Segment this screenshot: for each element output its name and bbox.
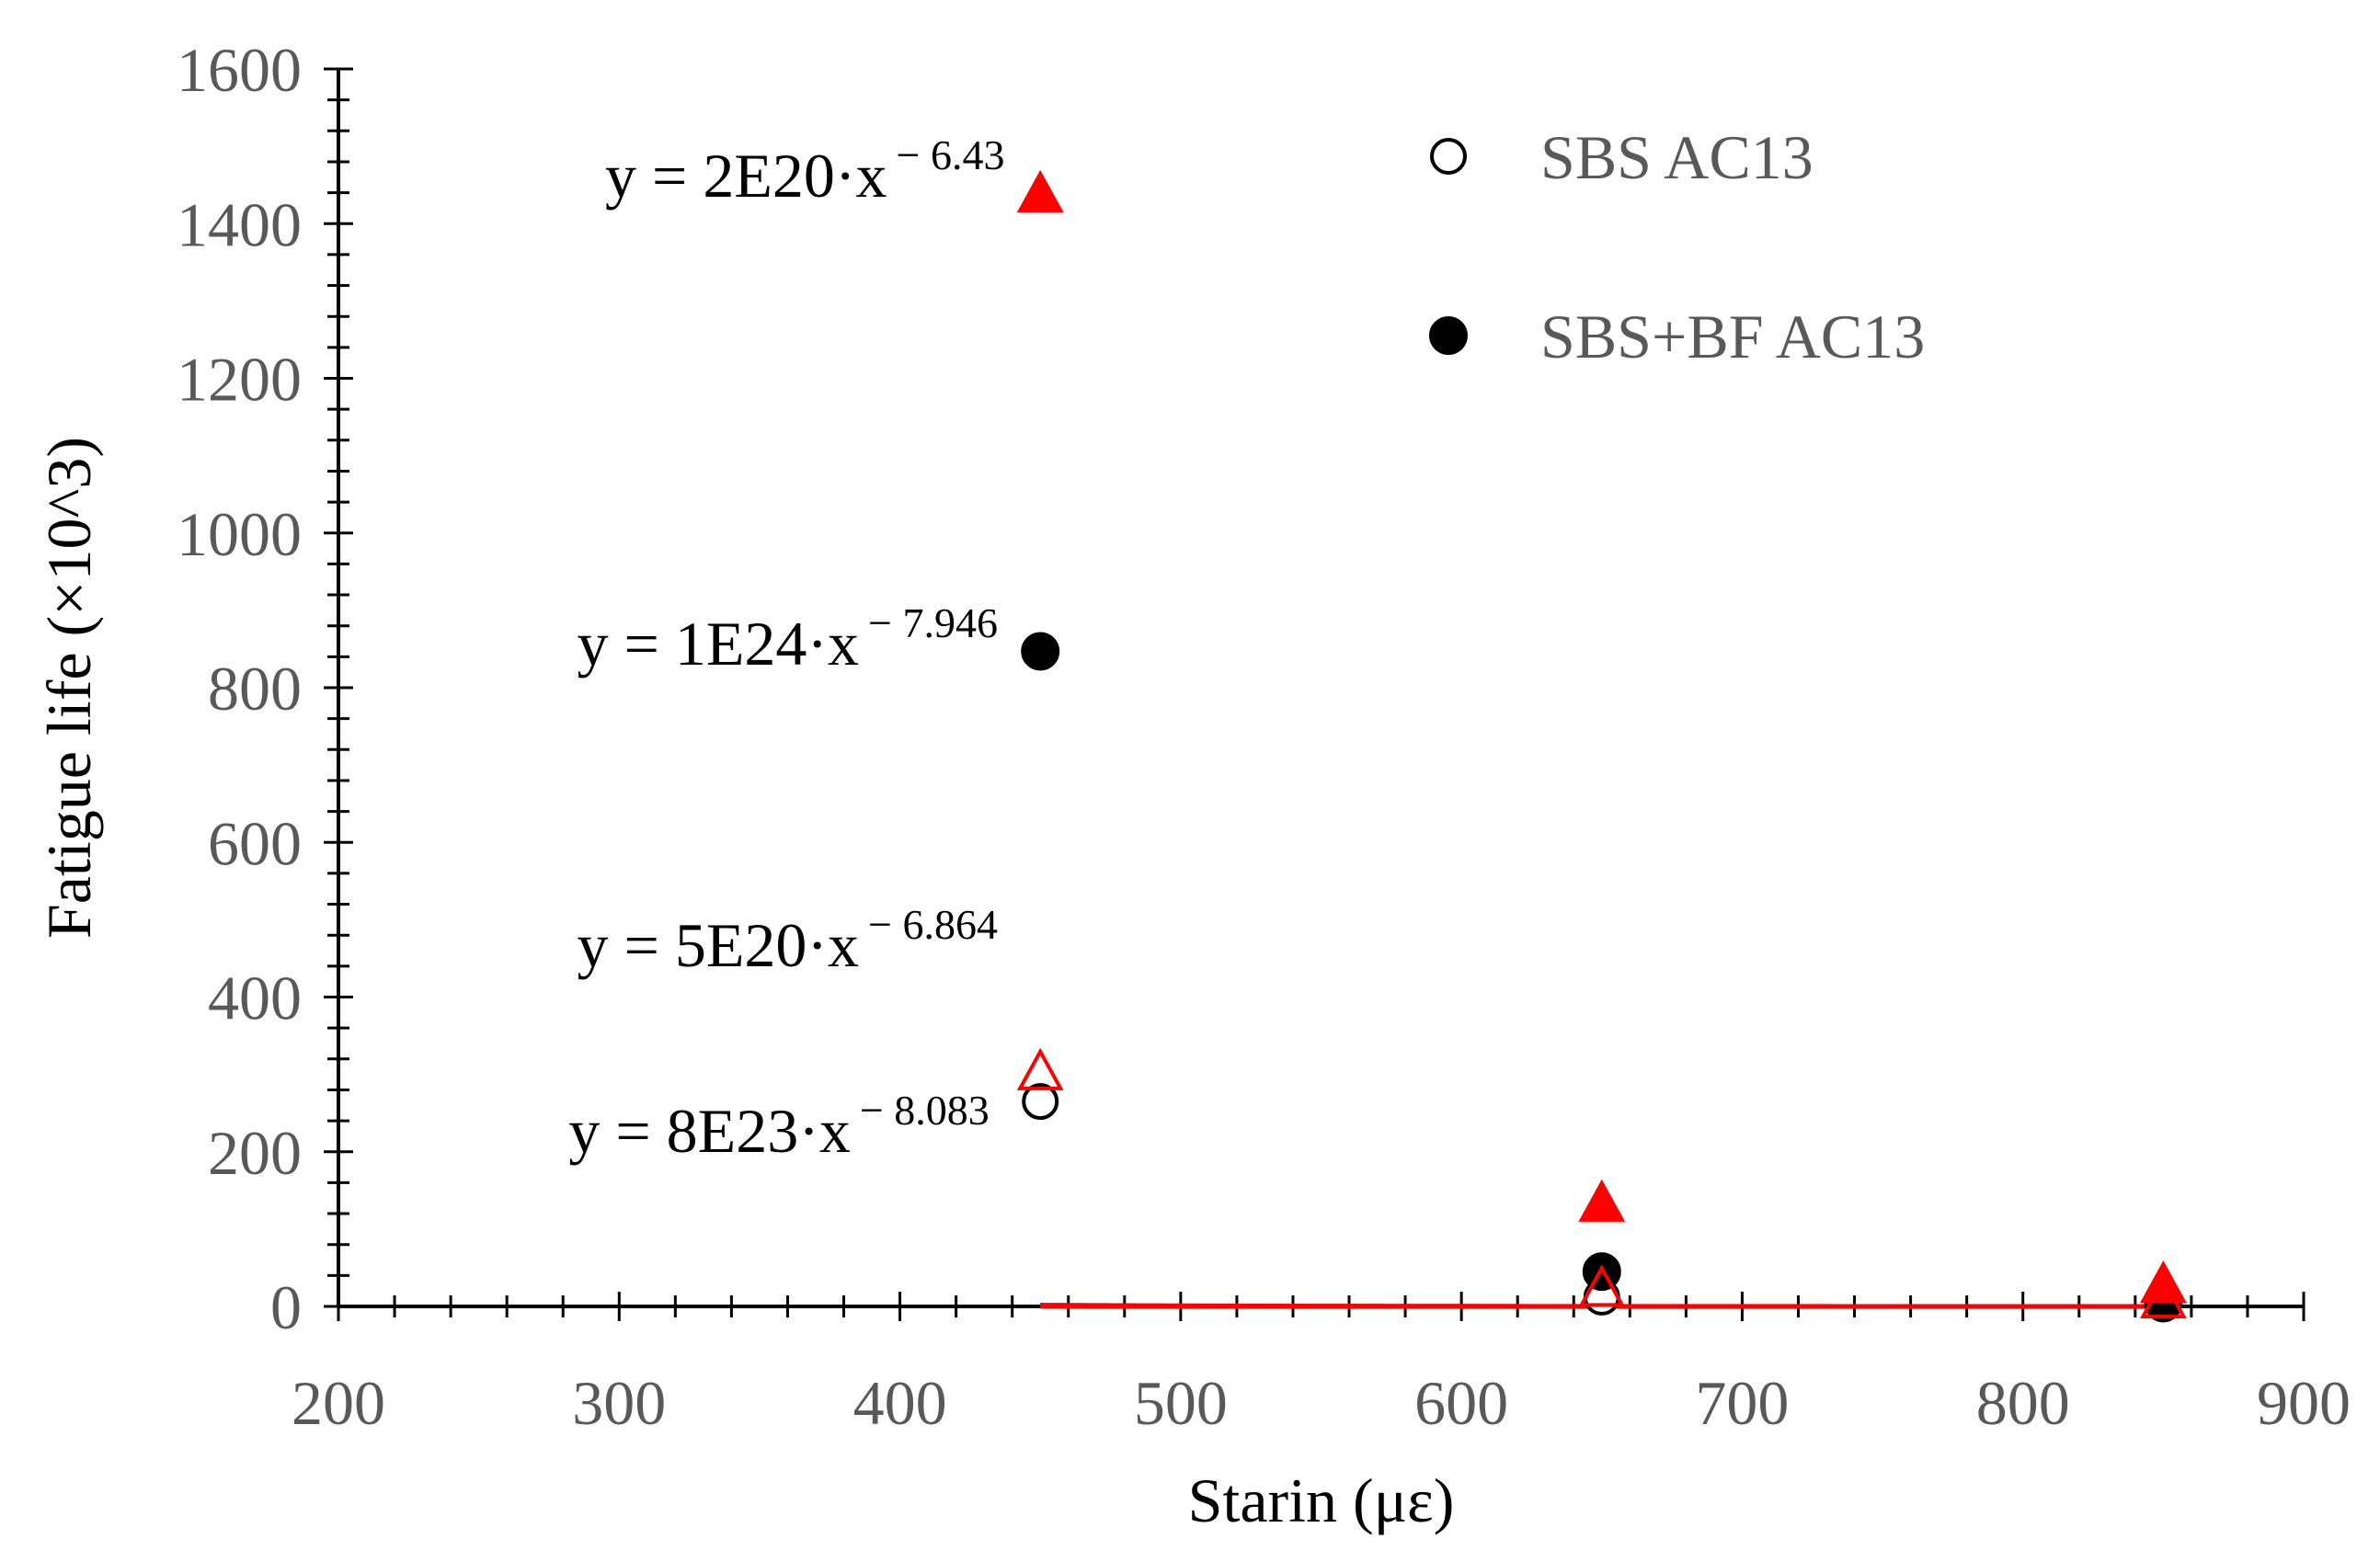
legend: SBS AC13 SBS+BF AC13 [1429, 122, 1925, 371]
axes: 200 300 400 500 600 700 800 900 0 200 400 600 800 100… [177, 35, 2351, 1438]
data-point [2139, 1260, 2187, 1304]
fit-equation-exponent: − 8.083 [860, 1087, 990, 1134]
y-tick-label: 1400 [177, 189, 302, 259]
data-point [1016, 1047, 1064, 1090]
data-point [1016, 169, 1064, 213]
legend-label: SBS+BF AC13 [1540, 302, 1925, 371]
x-tick-label: 800 [1976, 1368, 2070, 1438]
x-tick-label: 700 [1695, 1368, 1789, 1438]
fit-equation-base: y = 1E24·x [577, 609, 859, 678]
fit-equation-base: y = 8E23·x [568, 1096, 851, 1166]
y-axis-title: Fatigue life (×10^3) [34, 437, 104, 939]
data-point [1022, 1083, 1059, 1121]
y-tick-label: 1200 [177, 345, 302, 415]
fit-equation-base: y = 2E20·x [605, 141, 887, 211]
fit-equations: y = 2E20·x − 6.43 y = 1E24·x − 7.946 y = 5E2… [568, 131, 1004, 1166]
y-tick-label: 800 [208, 654, 302, 724]
fit-equation-exponent: − 7.946 [868, 599, 998, 646]
y-tick-label: 400 [208, 963, 302, 1033]
x-tick-label: 300 [572, 1368, 666, 1438]
fit-equation-exponent: − 6.864 [868, 901, 998, 948]
x-tick-label: 400 [853, 1368, 947, 1438]
fit-equation: y = 2E20·x − 6.43 [605, 131, 1004, 211]
data-markers [1016, 169, 2187, 1323]
x-tick-label: 900 [2257, 1368, 2351, 1438]
data-point [1021, 632, 1060, 671]
fit-equation-exponent: − 6.43 [897, 131, 1005, 178]
fit-equation: y = 5E20·x − 6.864 [577, 901, 997, 980]
y-tick-label: 0 [270, 1272, 302, 1342]
x-axis-title: Starin (με) [1188, 1465, 1455, 1535]
fit-equation-base: y = 5E20·x [577, 910, 859, 980]
y-tick-label: 200 [208, 1118, 302, 1188]
x-tick-label: 200 [292, 1368, 385, 1438]
legend-marker [1429, 316, 1468, 355]
y-tick-label: 1600 [177, 35, 302, 105]
y-tick-label: 600 [208, 808, 302, 878]
x-tick-label: 500 [1134, 1368, 1228, 1438]
fit-equation: y = 8E23·x − 8.083 [568, 1087, 989, 1166]
legend-marker [1430, 138, 1467, 175]
data-point [1578, 1179, 1626, 1222]
data-point [1578, 1264, 1626, 1307]
x-tick-label: 600 [1414, 1368, 1508, 1438]
y-tick-label: 1000 [177, 499, 302, 569]
fit-equation: y = 1E24·x − 7.946 [577, 599, 997, 678]
legend-label: SBS AC13 [1540, 122, 1814, 192]
